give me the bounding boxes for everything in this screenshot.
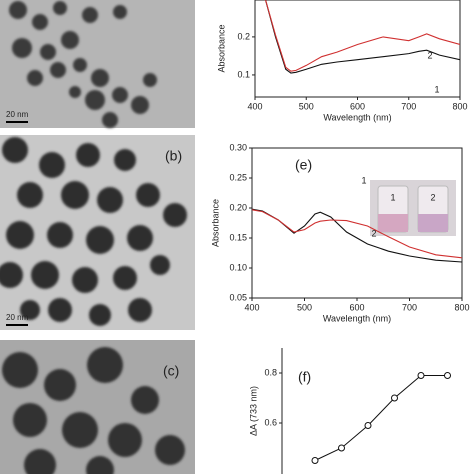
panel-label: (c) <box>163 363 179 379</box>
y-axis-label: ΔA (733 nm) <box>248 386 258 436</box>
y-tick-label: 0.25 <box>229 172 247 182</box>
curve <box>314 375 448 461</box>
plot-area <box>252 208 462 263</box>
data-point <box>311 457 319 464</box>
tem-image-a <box>0 0 195 128</box>
x-axis-label: Wavelength (nm) <box>323 112 391 122</box>
curve-label: 2 <box>371 228 376 238</box>
x-tick-label: 400 <box>247 101 262 111</box>
tem-image-b <box>0 135 195 330</box>
y-tick-label: 0.30 <box>229 142 247 152</box>
y-axis-label: Absorbance <box>216 24 226 72</box>
x-tick-label: 700 <box>402 302 417 312</box>
x-tick-label: 800 <box>452 101 467 111</box>
y-axis-label: Absorbance <box>210 199 220 247</box>
curve-label: 1 <box>434 84 439 94</box>
panel-label: (b) <box>165 148 182 164</box>
y-tick-label: 0.10 <box>229 262 247 272</box>
y-tick-label: 0.6 <box>264 417 277 427</box>
x-tick-label: 800 <box>454 302 469 312</box>
y-tick-label: 0.15 <box>229 232 247 242</box>
data-point <box>444 372 451 379</box>
data-point <box>364 422 372 429</box>
curve <box>252 209 462 259</box>
curve <box>264 0 460 74</box>
x-tick-label: 600 <box>350 101 365 111</box>
chart-title: (e) <box>295 157 312 173</box>
x-tick-label: 500 <box>297 302 312 312</box>
inset-label: 1 <box>390 192 395 202</box>
y-tick-label: 0.20 <box>229 202 247 212</box>
y-tick-label: 0.8 <box>264 367 277 377</box>
x-tick-label: 400 <box>244 302 259 312</box>
tem-image-c <box>0 340 195 474</box>
data-point <box>391 394 398 402</box>
y-tick-label: 0.05 <box>229 292 247 302</box>
x-tick-label: 700 <box>401 101 416 111</box>
curve-label: 1 <box>361 175 366 185</box>
x-tick-label: 500 <box>299 101 314 111</box>
data-point <box>417 372 425 379</box>
scale-bar-label: 20 nm <box>6 110 29 119</box>
curve-label: 2 <box>427 50 432 60</box>
inset-photo <box>370 180 456 236</box>
plot-area <box>264 0 460 74</box>
plot-frame <box>254 0 461 98</box>
curve <box>265 0 460 72</box>
inset-label: 2 <box>430 192 435 202</box>
y-tick-label: 0.2 <box>237 31 250 41</box>
x-tick-label: 600 <box>349 302 364 312</box>
x-axis-label: Wavelength (nm) <box>323 313 391 323</box>
scale-bar-label: 20 nm <box>6 313 29 322</box>
y-tick-label: 0.1 <box>237 69 250 79</box>
data-point <box>338 444 345 452</box>
chart-title: (f) <box>298 369 311 385</box>
